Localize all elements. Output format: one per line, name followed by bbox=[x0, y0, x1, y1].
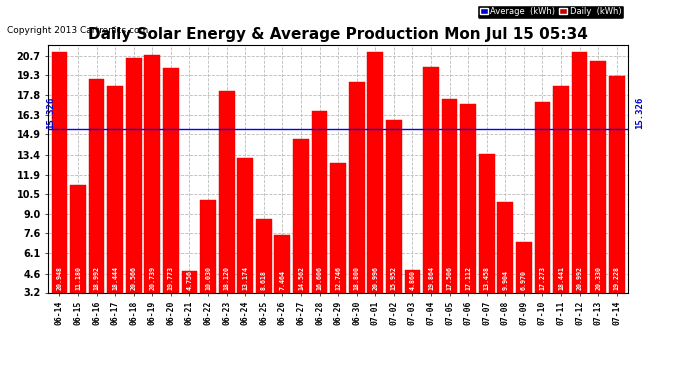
Bar bbox=[200, 200, 216, 336]
Text: 20.996: 20.996 bbox=[372, 267, 378, 291]
Text: 4.756: 4.756 bbox=[186, 270, 193, 291]
Text: 7.464: 7.464 bbox=[279, 270, 286, 291]
Bar bbox=[386, 120, 402, 336]
Bar bbox=[590, 61, 606, 336]
Bar bbox=[331, 164, 346, 336]
Bar bbox=[423, 67, 439, 336]
Bar bbox=[126, 58, 141, 336]
Text: Copyright 2013 Cartronics.com: Copyright 2013 Cartronics.com bbox=[7, 26, 148, 35]
Text: 8.618: 8.618 bbox=[261, 270, 267, 291]
Text: 13.174: 13.174 bbox=[242, 267, 248, 291]
Bar bbox=[181, 272, 197, 336]
Text: 15.952: 15.952 bbox=[391, 267, 397, 291]
Bar bbox=[144, 55, 160, 336]
Bar bbox=[275, 235, 290, 336]
Bar bbox=[404, 270, 420, 336]
Text: 19.773: 19.773 bbox=[168, 267, 174, 291]
Text: 20.739: 20.739 bbox=[149, 267, 155, 291]
Text: 20.992: 20.992 bbox=[577, 267, 582, 291]
Text: 19.864: 19.864 bbox=[428, 267, 434, 291]
Text: 6.970: 6.970 bbox=[521, 270, 527, 291]
Bar bbox=[442, 99, 457, 336]
Text: 13.458: 13.458 bbox=[484, 267, 490, 291]
Text: 18.441: 18.441 bbox=[558, 267, 564, 291]
Text: 11.180: 11.180 bbox=[75, 267, 81, 291]
Bar bbox=[312, 111, 328, 336]
Legend: Average  (kWh), Daily  (kWh): Average (kWh), Daily (kWh) bbox=[477, 4, 624, 19]
Text: 16.606: 16.606 bbox=[317, 267, 322, 291]
Bar bbox=[163, 68, 179, 336]
Bar bbox=[497, 202, 513, 336]
Bar bbox=[516, 242, 532, 336]
Text: 18.992: 18.992 bbox=[94, 267, 99, 291]
Text: 19.228: 19.228 bbox=[613, 267, 620, 291]
Text: 4.860: 4.860 bbox=[409, 270, 415, 291]
Bar bbox=[293, 139, 309, 336]
Text: 15.326: 15.326 bbox=[46, 96, 55, 129]
Text: 20.566: 20.566 bbox=[130, 267, 137, 291]
Bar bbox=[553, 86, 569, 336]
Text: 20.948: 20.948 bbox=[57, 267, 63, 291]
Bar bbox=[479, 154, 495, 336]
Bar bbox=[609, 76, 624, 336]
Text: 18.800: 18.800 bbox=[354, 267, 359, 291]
Bar bbox=[572, 52, 587, 336]
Text: 9.904: 9.904 bbox=[502, 270, 509, 291]
Text: 17.112: 17.112 bbox=[465, 267, 471, 291]
Bar bbox=[460, 104, 476, 336]
Text: 17.273: 17.273 bbox=[540, 267, 546, 291]
Title: Daily Solar Energy & Average Production Mon Jul 15 05:34: Daily Solar Energy & Average Production … bbox=[88, 27, 588, 42]
Bar bbox=[237, 158, 253, 336]
Text: 18.444: 18.444 bbox=[112, 267, 118, 291]
Text: 20.330: 20.330 bbox=[595, 267, 601, 291]
Bar bbox=[52, 53, 68, 336]
Text: 17.506: 17.506 bbox=[446, 267, 453, 291]
Bar bbox=[107, 86, 123, 336]
Bar bbox=[219, 91, 235, 336]
Bar bbox=[535, 102, 551, 336]
Text: 18.120: 18.120 bbox=[224, 267, 230, 291]
Bar bbox=[70, 184, 86, 336]
Bar bbox=[367, 52, 383, 336]
Bar bbox=[89, 79, 104, 336]
Text: 10.030: 10.030 bbox=[205, 267, 211, 291]
Text: 15.326: 15.326 bbox=[635, 96, 644, 129]
Text: 14.562: 14.562 bbox=[298, 267, 304, 291]
Bar bbox=[348, 81, 364, 336]
Text: 12.746: 12.746 bbox=[335, 267, 341, 291]
Bar bbox=[256, 219, 272, 336]
